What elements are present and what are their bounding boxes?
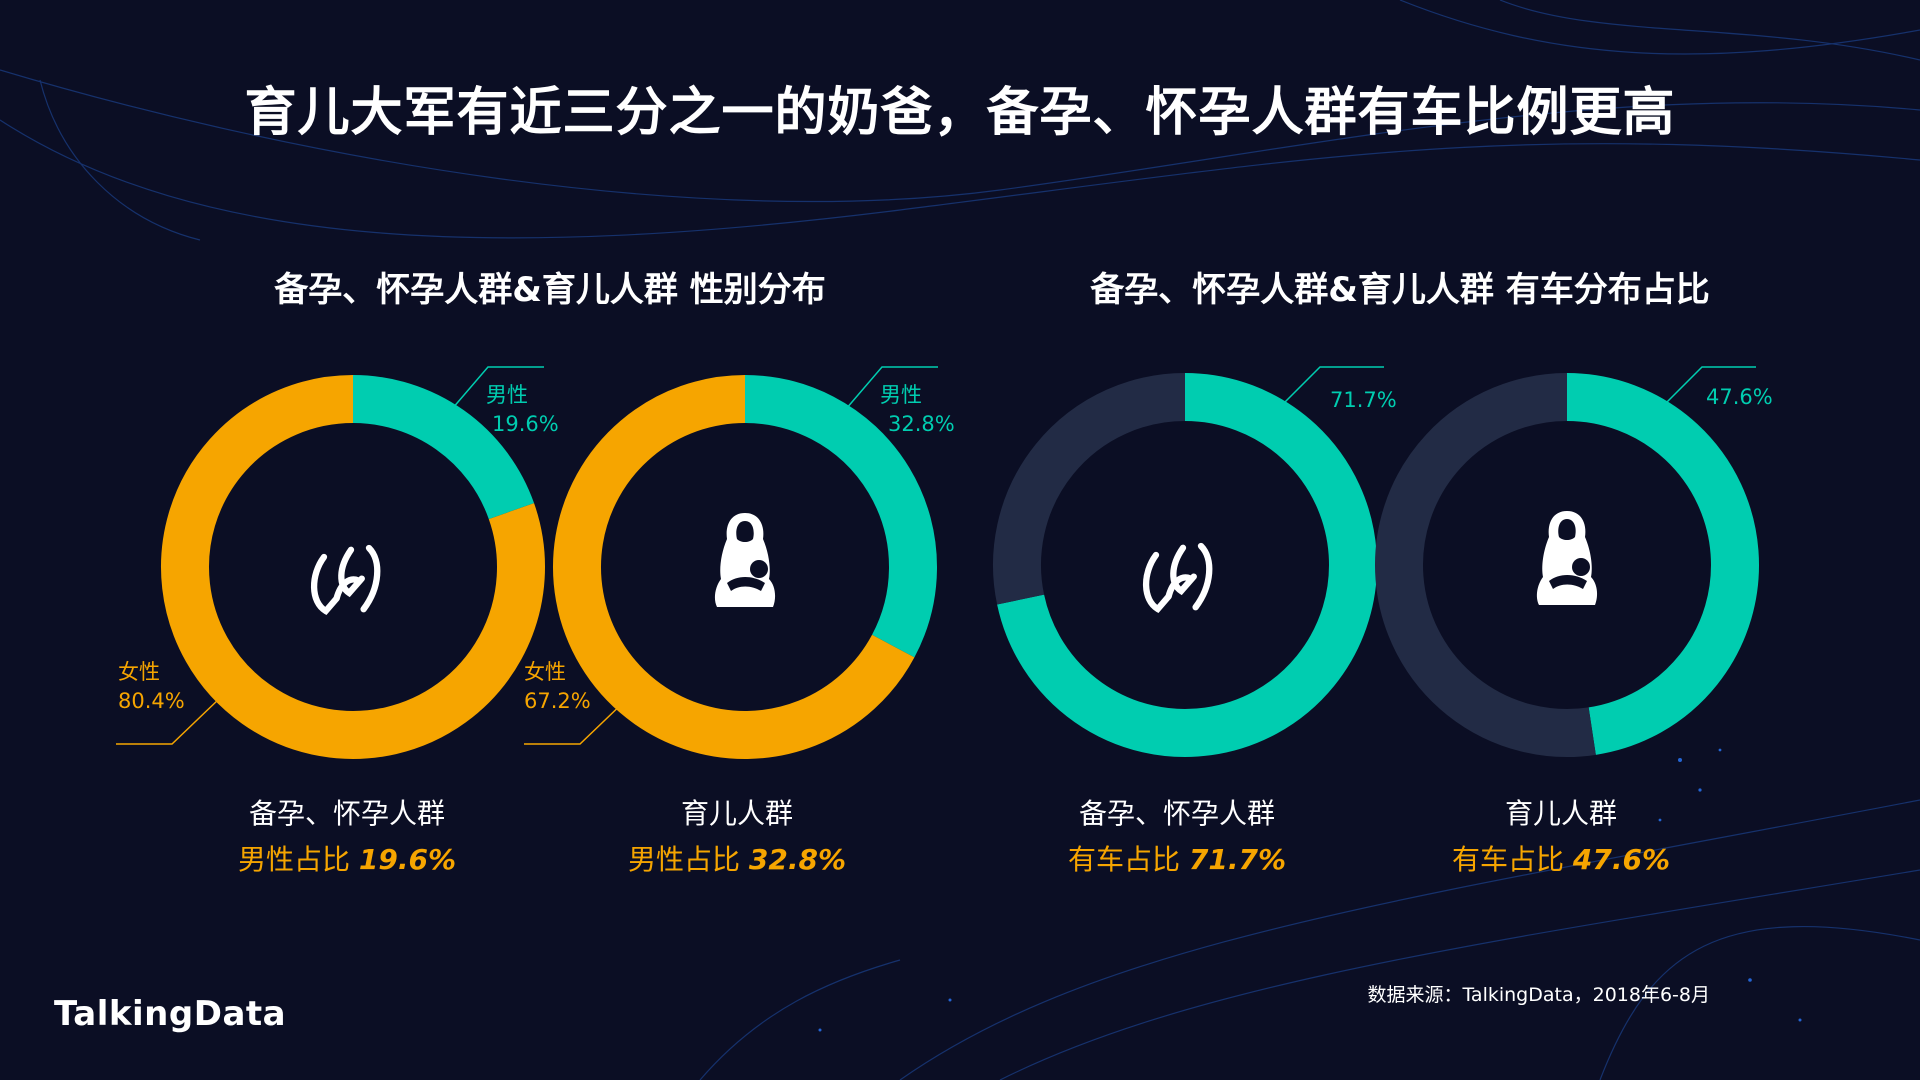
leader-line-female-2 [524, 697, 629, 745]
pregnant-silhouette-icon [311, 544, 381, 616]
caption-ratio: 男性占比 32.8% [557, 838, 917, 878]
caption-title: 备孕、怀孕人群 [1078, 797, 1275, 830]
label-male-1: 男性 19.6% [486, 381, 559, 440]
caption-value: 19.6% [358, 843, 457, 876]
donut-svg [161, 375, 545, 759]
section-title-gender: 备孕、怀孕人群&育儿人群 性别分布 [274, 270, 826, 310]
label-male-name: 男性 [880, 383, 922, 407]
caption-prefix: 有车占比 [1451, 843, 1573, 876]
donut-svg [993, 373, 1377, 757]
label-male-value: 32.8% [888, 412, 955, 437]
label-female-name: 女性 [524, 660, 566, 684]
label-car-value: 47.6% [1706, 385, 1773, 409]
donut-chart-parent-gender [545, 367, 945, 767]
donut-slice-男性 [744, 375, 937, 658]
donut-chart-pregnant-car [985, 365, 1385, 765]
caption-prefix: 有车占比 [1067, 843, 1189, 876]
caption-parent-gender: 育儿人群 男性占比 32.8% [557, 792, 917, 878]
donut-svg [553, 375, 937, 759]
caption-value: 32.8% [748, 843, 847, 876]
label-female-name: 女性 [118, 660, 160, 684]
page-title: 育儿大军有近三分之一的奶爸，备孕、怀孕人群有车比例更高 [244, 83, 1676, 143]
caption-prefix: 男性占比 [237, 843, 359, 876]
caption-parent-car: 育儿人群 有车占比 47.6% [1381, 792, 1741, 878]
caption-title: 备孕、怀孕人群 [248, 797, 445, 830]
label-car-value: 71.7% [1330, 388, 1397, 412]
donut-svg [1375, 373, 1759, 757]
donut-chart-pregnant-gender [153, 367, 553, 767]
caption-value: 47.6% [1572, 843, 1671, 876]
caption-pregnant-gender: 备孕、怀孕人群 男性占比 19.6% [167, 792, 527, 878]
leader-line-male-1 [451, 366, 544, 410]
donut-slice-有车 [997, 373, 1377, 757]
data-source: 数据来源：TalkingData，2018年6-8月 [1367, 984, 1710, 1006]
donut-slice-有车 [1566, 373, 1759, 755]
donut-slice-女性 [553, 375, 915, 759]
label-female-value: 80.4% [118, 689, 185, 714]
section-title-car: 备孕、怀孕人群&育儿人群 有车分布占比 [1090, 270, 1710, 310]
label-male-value: 19.6% [492, 412, 559, 437]
donut-chart-parent-car [1367, 365, 1767, 765]
caption-prefix: 男性占比 [627, 843, 749, 876]
donut-slice-其他 [1375, 373, 1596, 757]
brand-logo: TalkingData [54, 994, 287, 1034]
caption-ratio: 男性占比 19.6% [167, 838, 527, 878]
label-female-2: 女性 67.2% [524, 658, 591, 717]
label-female-1: 女性 80.4% [118, 658, 185, 717]
label-car-1: 71.7% [1330, 386, 1397, 415]
mother-child-icon [714, 513, 776, 607]
leader-line-male-2 [845, 366, 938, 410]
label-female-value: 67.2% [524, 689, 591, 714]
mother-child-icon [1536, 511, 1598, 605]
label-male-name: 男性 [486, 383, 528, 407]
caption-title: 育儿人群 [1504, 797, 1617, 830]
caption-value: 71.7% [1188, 843, 1287, 876]
donut-slice-男性 [352, 375, 535, 520]
caption-ratio: 有车占比 71.7% [997, 838, 1357, 878]
label-male-2: 男性 32.8% [880, 381, 955, 440]
donut-slice-女性 [161, 375, 545, 759]
caption-pregnant-car: 备孕、怀孕人群 有车占比 71.7% [997, 792, 1357, 878]
leader-line-car-1 [1281, 366, 1384, 406]
leader-line-female-1 [116, 697, 221, 745]
label-car-2: 47.6% [1706, 383, 1773, 412]
donut-slice-其他 [993, 373, 1186, 605]
caption-title: 育儿人群 [680, 797, 793, 830]
leader-line-car-2 [1663, 366, 1756, 406]
pregnant-silhouette-icon [1143, 542, 1213, 614]
caption-ratio: 有车占比 47.6% [1381, 838, 1741, 878]
